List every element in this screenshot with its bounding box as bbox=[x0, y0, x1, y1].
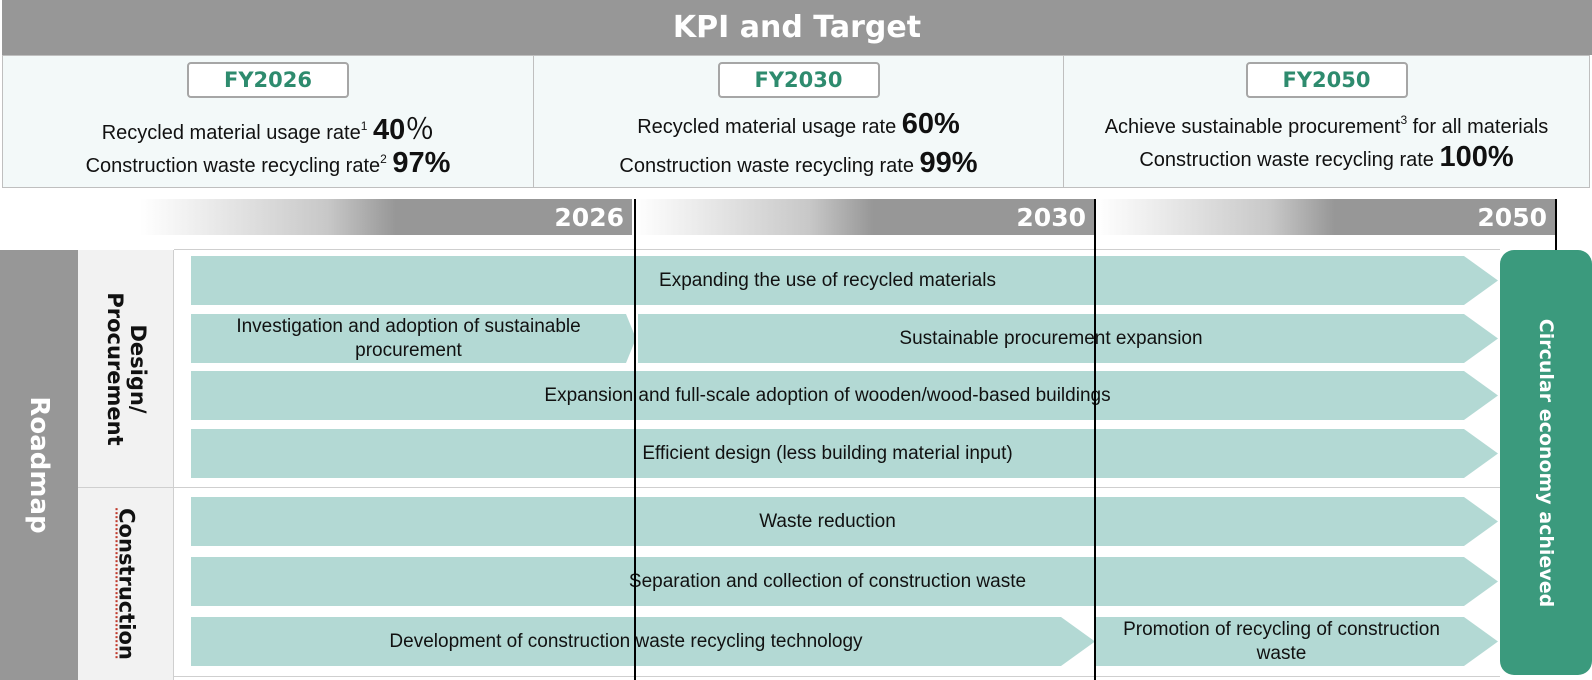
roadmap-bottom-border bbox=[174, 676, 1500, 677]
goal-label: Circular economy achieved bbox=[1535, 318, 1557, 607]
category-label: Design/ Procurement bbox=[102, 291, 150, 446]
kpi-text: Recycled material usage rate bbox=[637, 116, 897, 138]
kpi-text: Construction waste recycling rate bbox=[1139, 149, 1434, 171]
arrow-wooden-buildings: Expansion and full-scale adoption of woo… bbox=[191, 371, 1498, 420]
arrow-label: Waste reduction bbox=[759, 510, 896, 532]
year-divider-2026 bbox=[634, 199, 636, 680]
timeline-bar-2050: 2050 bbox=[1096, 199, 1555, 235]
footnote: 2 bbox=[380, 152, 387, 166]
arrow-promotion-recycling: Promotion of recycling of construction w… bbox=[1095, 617, 1498, 666]
kpi-value: 40 bbox=[372, 114, 406, 146]
arrow-efficient-design: Efficient design (less building material… bbox=[191, 429, 1498, 478]
arrow-waste-reduction: Waste reduction bbox=[191, 497, 1498, 546]
footnote: 3 bbox=[1400, 113, 1408, 127]
category-design-procurement: Design/ Procurement bbox=[78, 250, 174, 487]
arrow-label: Investigation and adoption of sustainabl… bbox=[236, 315, 581, 361]
kpi-value: 60% bbox=[901, 108, 960, 140]
arrow-label: Separation and collection of constructio… bbox=[628, 570, 1027, 592]
arrow-investigation: Investigation and adoption of sustainabl… bbox=[191, 314, 636, 363]
kpi-text: Construction waste recycling rate bbox=[85, 155, 381, 177]
section-divider bbox=[78, 487, 1500, 488]
arrow-label: Sustainable procurement expansion bbox=[899, 327, 1203, 349]
fy-label: FY2030 bbox=[717, 62, 880, 98]
arrow-label: Expanding the use of recycled materials bbox=[659, 269, 996, 291]
arrow-label: Expansion and full-scale adoption of woo… bbox=[544, 384, 1111, 406]
timeline-bar-2026: 2026 bbox=[140, 199, 632, 235]
kpi-value: 97% bbox=[392, 147, 451, 179]
footnote: 1 bbox=[360, 119, 368, 133]
kpi-header: KPI and Target bbox=[2, 0, 1592, 55]
year-label: 2030 bbox=[1016, 202, 1086, 232]
arrow-sustainable-procurement: Sustainable procurement expansion bbox=[638, 314, 1498, 363]
category-construction: Construction bbox=[78, 488, 174, 680]
arrow-label: Development of construction waste recycl… bbox=[389, 630, 863, 652]
kpi-text: Recycled material usage rate bbox=[101, 122, 361, 144]
arrow-recycled-materials: Expanding the use of recycled materials bbox=[191, 256, 1498, 305]
arrow-label: Promotion of recycling of construction w… bbox=[1123, 618, 1440, 664]
fy-label: FY2050 bbox=[1245, 62, 1408, 98]
kpi-fy2030: FY2030 Recycled material usage rate 60% … bbox=[533, 56, 1063, 187]
year-divider-2030 bbox=[1094, 199, 1096, 680]
kpi-unit: ％ bbox=[405, 114, 435, 146]
category-label: Construction bbox=[114, 508, 139, 660]
kpi-line: Construction waste recycling rate 99% bbox=[534, 147, 1063, 180]
kpi-value: 100% bbox=[1439, 141, 1514, 173]
kpi-line: Recycled material usage rate1 40％ bbox=[3, 106, 533, 148]
kpi-panel: FY2026 Recycled material usage rate1 40％… bbox=[2, 55, 1590, 188]
timeline-bar-2030: 2030 bbox=[634, 199, 1094, 235]
kpi-line: Construction waste recycling rate2 97% bbox=[3, 147, 533, 180]
kpi-line: Achieve sustainable procurement3 for all… bbox=[1064, 113, 1589, 139]
arrow-label: Efficient design (less building material… bbox=[642, 442, 1013, 464]
kpi-text: for all materials bbox=[1407, 116, 1549, 138]
year-label: 2050 bbox=[1477, 202, 1547, 232]
kpi-line: Recycled material usage rate 60% bbox=[534, 108, 1063, 141]
roadmap-text: Roadmap bbox=[24, 396, 54, 534]
arrow-recycling-technology: Development of construction waste recycl… bbox=[191, 617, 1095, 666]
kpi-value: 99% bbox=[919, 147, 978, 179]
year-divider-2050 bbox=[1555, 199, 1557, 250]
kpi-fy2050: FY2050 Achieve sustainable procurement3 … bbox=[1063, 56, 1589, 187]
kpi-line: Construction waste recycling rate 100% bbox=[1064, 141, 1589, 174]
fy-label: FY2026 bbox=[187, 62, 349, 98]
kpi-text: Construction waste recycling rate bbox=[619, 155, 914, 177]
year-label: 2026 bbox=[554, 202, 624, 232]
arrow-separation-collection: Separation and collection of constructio… bbox=[191, 557, 1498, 606]
kpi-fy2026: FY2026 Recycled material usage rate1 40％… bbox=[3, 56, 533, 187]
kpi-text: Achieve sustainable procurement bbox=[1104, 116, 1401, 138]
roadmap-label: Roadmap bbox=[0, 250, 78, 680]
circular-economy-goal: Circular economy achieved bbox=[1500, 250, 1592, 675]
roadmap-top-border bbox=[174, 249, 1500, 250]
